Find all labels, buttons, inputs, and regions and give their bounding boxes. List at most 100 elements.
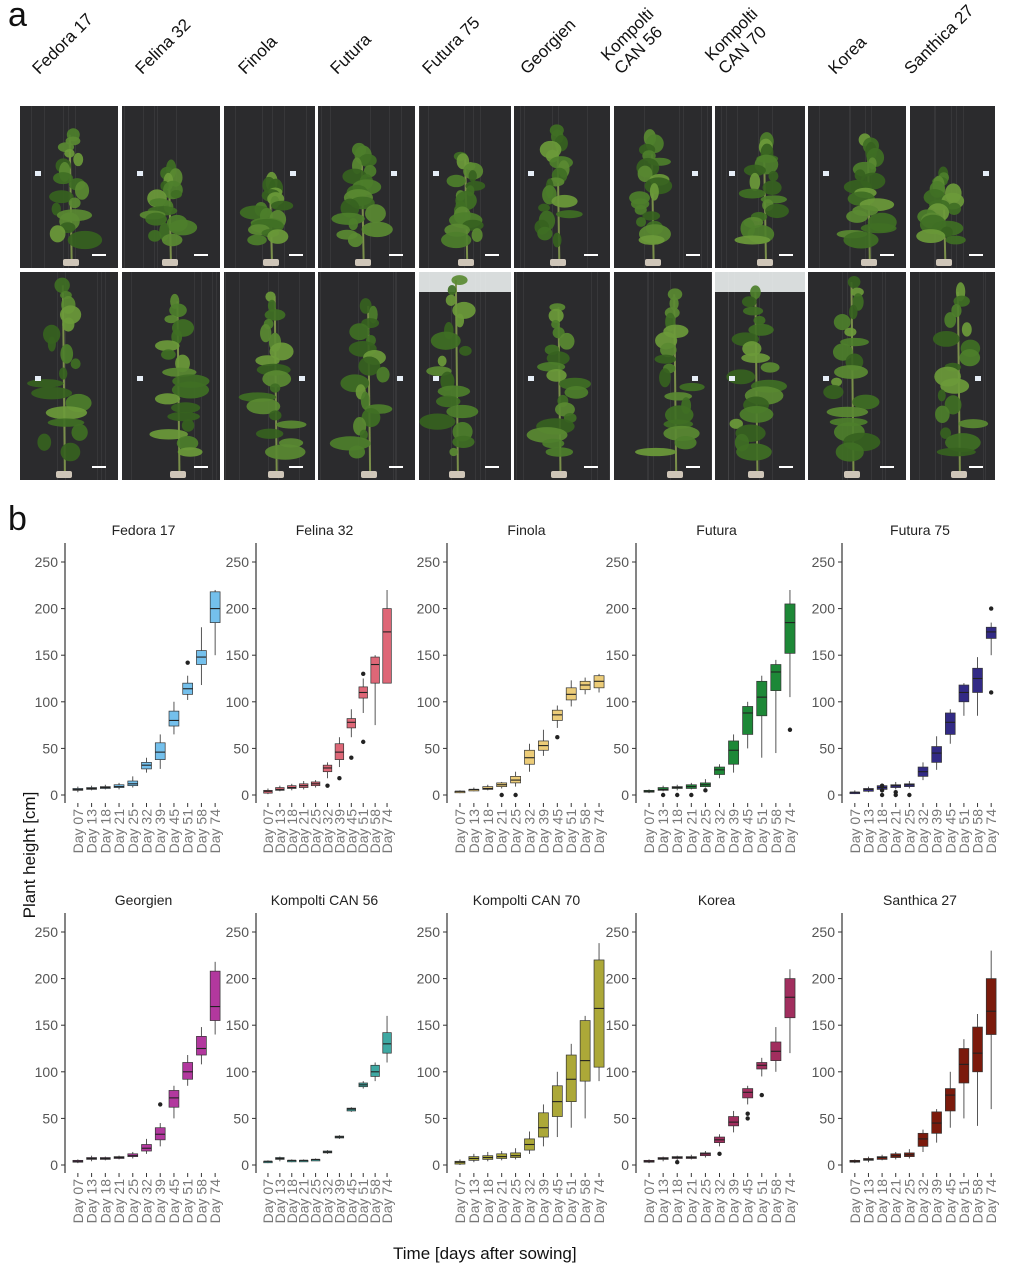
x-tick-label: Day 51: [355, 809, 371, 854]
x-tick-label: Day 21: [683, 1179, 699, 1224]
backdrop-fold: [683, 106, 685, 268]
x-tick-label: Day 74: [207, 1179, 223, 1224]
x-tick-label: Day 58: [577, 1179, 593, 1224]
y-tick-label: 100: [35, 1064, 59, 1080]
plant-photo: [20, 106, 118, 268]
calibration-marker: [728, 170, 735, 176]
backdrop-fold: [759, 272, 761, 480]
calibration-marker: [34, 170, 41, 176]
x-tick-label: Day 32: [522, 809, 538, 854]
calibration-marker: [432, 376, 439, 381]
outlier-point: [513, 792, 518, 798]
x-tick-label: Day 25: [901, 1179, 917, 1224]
x-tick-label: Day 18: [480, 1179, 496, 1224]
box: [370, 656, 380, 684]
calibration-marker: [822, 170, 829, 176]
box: [972, 1026, 983, 1073]
x-tick-label: Day 07: [847, 809, 863, 854]
x-tick-label: Day 51: [956, 1179, 972, 1224]
box: [728, 740, 740, 765]
y-tick-label: 250: [417, 924, 441, 940]
scale-bar: [92, 254, 106, 256]
y-tick-label: 150: [606, 647, 630, 663]
plant-silhouette: [634, 288, 705, 473]
x-tick-label: Day 45: [740, 1179, 756, 1224]
x-tick-label: Day 18: [874, 1179, 890, 1224]
y-tick-label: 250: [606, 924, 630, 940]
scale-bar: [584, 254, 598, 256]
x-tick-label: Day 39: [535, 1179, 551, 1224]
outlier-point: [745, 1111, 750, 1116]
backdrop-fold: [212, 272, 214, 480]
plant-pot: [644, 259, 661, 266]
scale-bar: [584, 466, 598, 468]
backdrop-fold: [984, 272, 986, 480]
scale-bar: [389, 254, 403, 256]
x-tick-label: Day 58: [577, 809, 593, 854]
x-tick-label: Day 32: [139, 809, 155, 854]
x-tick-label: Day 21: [296, 809, 312, 854]
box: [154, 742, 166, 760]
outlier-point: [907, 792, 912, 798]
y-tick-label: 150: [226, 1017, 250, 1033]
plant-photo: [419, 272, 511, 480]
y-tick-label: 150: [606, 1017, 630, 1033]
x-tick-label: Day 39: [152, 1179, 168, 1224]
x-tick-label: Day 18: [669, 809, 685, 854]
outlier-point: [361, 671, 366, 677]
x-tick-label: Day 07: [260, 1179, 276, 1224]
plant-silhouette: [239, 171, 294, 261]
plant-silhouette: [49, 128, 103, 261]
facet-title: Kompolti CAN 56: [271, 892, 379, 908]
plant-photo: [122, 106, 220, 268]
calibration-marker: [692, 376, 699, 381]
outlier-point: [689, 792, 694, 798]
y-tick-label: 200: [417, 971, 441, 987]
box: [168, 1090, 180, 1108]
calibration-marker: [528, 376, 535, 381]
outlier-point: [717, 1151, 722, 1157]
plant-silhouette: [823, 275, 881, 473]
x-tick-label: Day 74: [983, 809, 999, 854]
x-axis-label: Time [days after sowing]: [393, 1244, 577, 1263]
backdrop-fold: [130, 272, 132, 480]
scale-bar: [194, 466, 208, 468]
x-tick-label: Day 18: [480, 809, 496, 854]
facet-title: Futura 75: [890, 522, 950, 538]
plant-pot: [950, 471, 967, 478]
scale-bar: [969, 466, 983, 468]
backdrop-fold: [100, 272, 102, 480]
plant-photo: [514, 272, 610, 480]
facet-title: Finola: [507, 522, 545, 538]
facet-title: Kompolti CAN 70: [473, 892, 581, 908]
backdrop-fold: [284, 106, 286, 268]
facet-title: Futura: [696, 522, 737, 538]
box: [382, 1032, 392, 1054]
y-tick-label: 0: [241, 1157, 249, 1173]
x-tick-label: Day 74: [207, 809, 223, 854]
plant-silhouette: [139, 159, 198, 261]
x-tick-label: Day 32: [712, 1179, 728, 1224]
outlier-point: [499, 792, 504, 798]
y-tick-label: 50: [42, 1110, 58, 1126]
y-tick-label: 100: [812, 694, 836, 710]
outlier-point: [361, 739, 366, 745]
plant-photo: [318, 106, 415, 268]
backdrop-fold: [31, 106, 33, 268]
x-tick-label: Day 25: [308, 809, 324, 854]
y-tick-label: 150: [812, 1017, 836, 1033]
box: [714, 766, 725, 775]
x-tick-label: Day 13: [272, 809, 288, 854]
scale-bar: [880, 466, 894, 468]
plant-silhouette: [329, 298, 393, 473]
backdrop-fold: [870, 272, 872, 480]
x-tick-label: Day 32: [522, 1179, 538, 1224]
scale-bar: [686, 254, 700, 256]
box: [196, 1036, 207, 1056]
calibration-marker: [728, 376, 735, 381]
calibration-marker: [974, 376, 981, 381]
plant-silhouette: [419, 275, 479, 473]
plant-pot: [756, 259, 773, 266]
calibration-marker: [136, 170, 143, 176]
y-tick-label: 100: [417, 694, 441, 710]
